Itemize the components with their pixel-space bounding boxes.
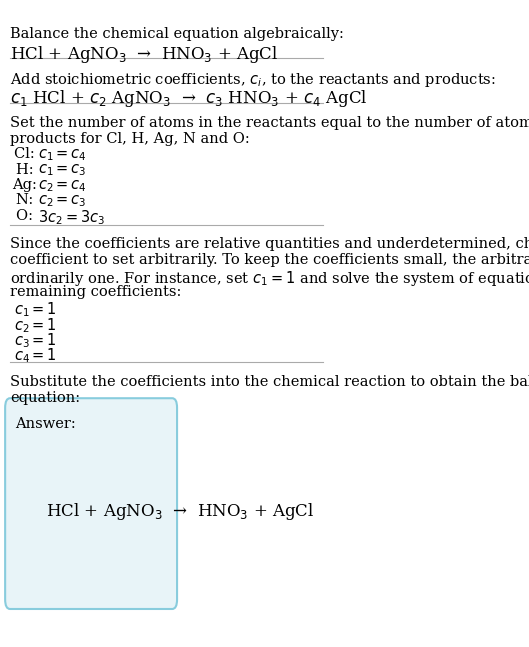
FancyBboxPatch shape [5,398,177,609]
Text: $c_3 = 1$: $c_3 = 1$ [14,331,57,350]
Text: Answer:: Answer: [15,417,76,432]
Text: products for Cl, H, Ag, N and O:: products for Cl, H, Ag, N and O: [10,132,250,146]
Text: Set the number of atoms in the reactants equal to the number of atoms in the: Set the number of atoms in the reactants… [10,116,529,130]
Text: $c_1$ HCl + $c_2$ AgNO$_3$  →  $c_3$ HNO$_3$ + $c_4$ AgCl: $c_1$ HCl + $c_2$ AgNO$_3$ → $c_3$ HNO$_… [10,89,368,109]
Text: $3 c_2 = 3 c_3$: $3 c_2 = 3 c_3$ [38,208,105,227]
Text: HCl + AgNO$_3$  →  HNO$_3$ + AgCl: HCl + AgNO$_3$ → HNO$_3$ + AgCl [47,501,315,522]
Text: Balance the chemical equation algebraically:: Balance the chemical equation algebraica… [10,27,344,41]
Text: coefficient to set arbitrarily. To keep the coefficients small, the arbitrary va: coefficient to set arbitrarily. To keep … [10,253,529,267]
Text: $c_2 = 1$: $c_2 = 1$ [14,316,57,334]
Text: HCl + AgNO$_3$  →  HNO$_3$ + AgCl: HCl + AgNO$_3$ → HNO$_3$ + AgCl [10,44,278,65]
Text: Substitute the coefficients into the chemical reaction to obtain the balanced: Substitute the coefficients into the che… [10,375,529,389]
Text: O:: O: [15,208,37,223]
Text: N:: N: [15,193,38,207]
Text: $c_1 = c_4$: $c_1 = c_4$ [38,148,87,163]
Text: $c_1 = c_3$: $c_1 = c_3$ [38,162,87,179]
Text: Ag:: Ag: [12,178,41,192]
Text: $c_4 = 1$: $c_4 = 1$ [14,347,57,365]
Text: $c_1 = 1$: $c_1 = 1$ [14,300,57,319]
Text: $c_2 = c_4$: $c_2 = c_4$ [38,178,87,193]
Text: H:: H: [15,162,38,177]
Text: ordinarily one. For instance, set $c_1 = 1$ and solve the system of equations fo: ordinarily one. For instance, set $c_1 =… [10,269,529,288]
Text: Add stoichiometric coefficients, $c_i$, to the reactants and products:: Add stoichiometric coefficients, $c_i$, … [10,71,496,89]
Text: Cl:: Cl: [14,148,39,161]
Text: remaining coefficients:: remaining coefficients: [10,285,181,299]
Text: Since the coefficients are relative quantities and underdetermined, choose a: Since the coefficients are relative quan… [10,237,529,251]
Text: $c_2 = c_3$: $c_2 = c_3$ [38,193,87,209]
Text: equation:: equation: [10,391,80,404]
